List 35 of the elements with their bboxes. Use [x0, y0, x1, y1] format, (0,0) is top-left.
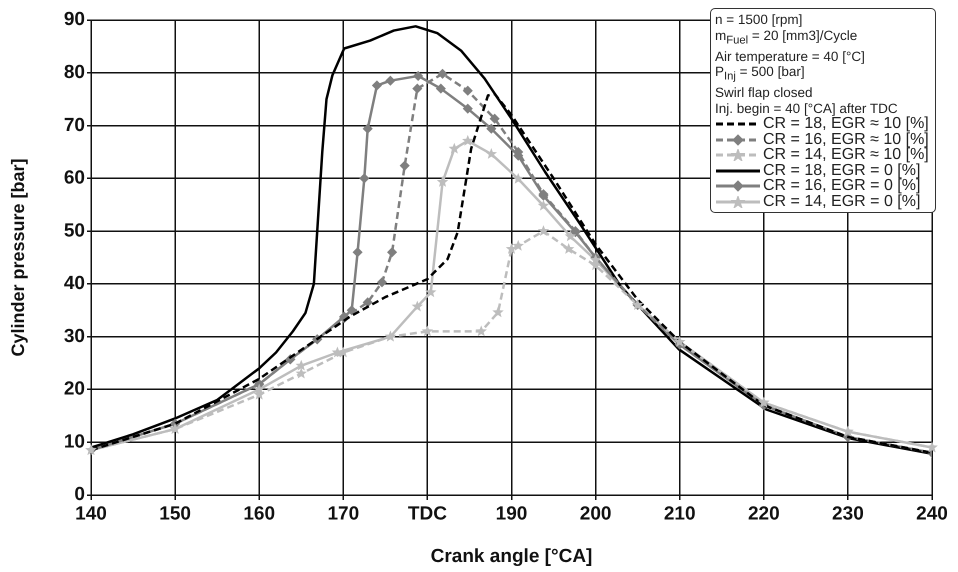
x-tick-label: 200	[580, 504, 612, 525]
annotation: m$_{Fuel}$ = 20 [mm3]/Cycle	[715, 28, 858, 48]
y-tick-label: 0	[74, 484, 85, 506]
y-tick-label: 70	[64, 114, 85, 136]
annotation: Swirl flap closed	[715, 85, 813, 101]
y-tick-label: 50	[64, 220, 85, 242]
annotation: n = 1500 [rpm]	[715, 12, 802, 28]
x-tick-label: TDC	[408, 504, 448, 525]
legend-label: CR = 16, EGR = 0 [%]	[763, 177, 920, 194]
annotation: Inj. begin = 40 [°CA] after TDC	[715, 100, 898, 116]
y-tick-label: 20	[64, 378, 85, 400]
x-tick-label: 170	[327, 504, 360, 525]
annotation: P$_{Inj}$ = 500 [bar]	[715, 64, 805, 85]
y-tick-label: 10	[64, 431, 85, 452]
y-tick-label: 60	[64, 168, 85, 189]
legend-label: CR = 18, EGR = 0 [%]	[763, 162, 920, 179]
legend-label: CR = 18, EGR ≈ 10 [%]	[763, 115, 929, 132]
x-tick-label: 140	[75, 504, 107, 525]
x-axis-title: Crank angle [°CA]	[430, 546, 592, 567]
legend-label: CR = 14, EGR = 0 [%]	[763, 192, 920, 210]
x-tick-label: 230	[832, 504, 864, 525]
x-tick-label: 150	[159, 504, 191, 525]
y-axis-title: Cylinder pressure [bar]	[8, 158, 28, 357]
y-tick-label: 80	[64, 62, 85, 84]
x-tick-label: 220	[748, 504, 780, 525]
y-tick-label: 40	[64, 273, 85, 294]
annotation: Air temperature = 40 [°C]	[715, 48, 865, 64]
x-tick-label: 240	[916, 504, 948, 525]
x-tick-label: 160	[243, 504, 276, 525]
x-tick-label: 210	[664, 504, 696, 525]
x-tick-label: 190	[496, 504, 528, 525]
legend-label: CR = 14, EGR ≈ 10 [%]	[763, 146, 929, 164]
legend-label: CR = 16, EGR ≈ 10 [%]	[763, 130, 929, 148]
y-tick-label: 30	[64, 326, 85, 347]
y-tick-label: 90	[64, 9, 85, 30]
